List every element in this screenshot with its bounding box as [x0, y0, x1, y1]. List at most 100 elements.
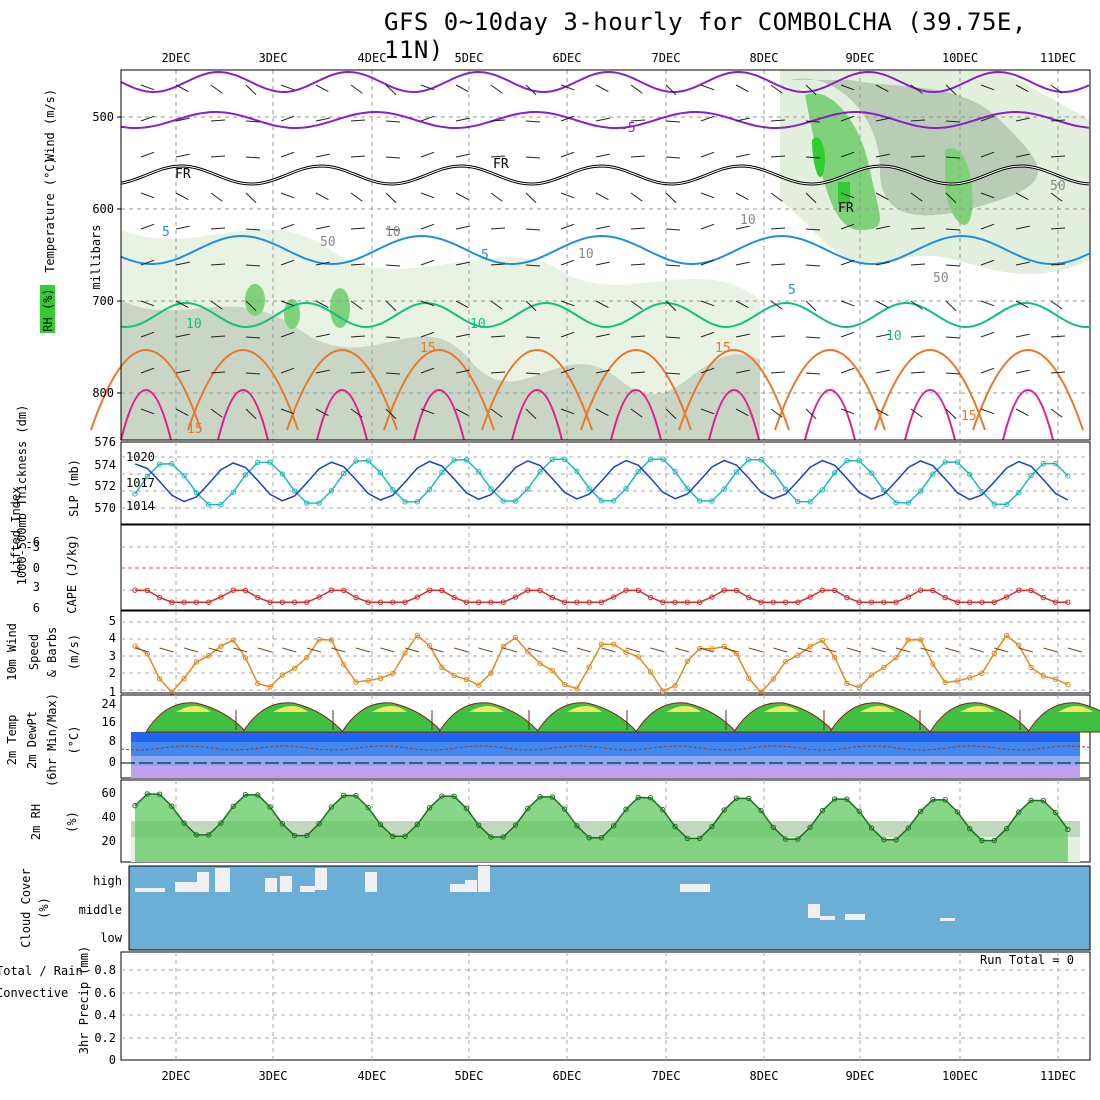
contour-label: 50 [933, 271, 949, 286]
wind10-speed-series [134, 634, 1069, 694]
wind10-barb [650, 647, 665, 653]
y-tick-label: 0 [109, 755, 116, 769]
cloud-bar [808, 904, 820, 918]
thickness-series-point [426, 486, 433, 493]
lifted-index-series-point [709, 594, 715, 600]
wind-barb [175, 84, 189, 93]
rh2m-series-point [807, 824, 813, 830]
wind-barb [1050, 408, 1063, 418]
wind-barb [280, 259, 295, 266]
wind-barb [420, 259, 435, 266]
rh2m-series-point [709, 823, 715, 830]
wind-barb [210, 227, 226, 230]
lifted-index-series-point [1065, 599, 1071, 605]
rh2m-series-point [942, 797, 948, 803]
wind-barb [700, 408, 715, 415]
wind10-axis-label-unit: (m/s) [67, 634, 81, 670]
wind10-barb [846, 647, 862, 653]
lifted-index-series-point [611, 594, 617, 600]
wind-barb [140, 223, 155, 230]
wind-barb [175, 369, 190, 374]
wind-barb [840, 84, 855, 91]
wind10-barb [282, 647, 297, 653]
wind-barb [840, 192, 855, 199]
wind10-speed-series-point [635, 654, 641, 660]
precip-axis-label-b: Convective [0, 986, 68, 1000]
wind-barb [350, 300, 363, 310]
wind-barb [525, 336, 541, 339]
rh2m-series-point [746, 795, 752, 802]
temp-contour-20 [708, 389, 760, 441]
y-tick-label: 0.6 [94, 986, 116, 1000]
wind10-speed-series-point [942, 679, 948, 686]
date-label-bottom: 5DEC [455, 1069, 484, 1083]
temp-max-fill [829, 702, 932, 733]
lifted-index-series-point [193, 599, 200, 605]
wind-barb [385, 372, 401, 375]
wind-barb [350, 227, 366, 230]
rh2m-series-point [242, 792, 249, 798]
temp-max-fill [242, 702, 345, 733]
wind-barb [560, 115, 575, 122]
wind-barb [665, 372, 681, 375]
lifted-index-series-point [181, 599, 187, 605]
temp2m-axis-label-c: (6hr Min/Max) [45, 693, 59, 787]
wind-barb [490, 408, 503, 418]
rh-area-wet2 [945, 148, 973, 225]
wind-barb [490, 300, 503, 310]
y-tick-label: 2 [109, 666, 116, 680]
wind-barb [490, 84, 503, 94]
lifted-index-series-point [807, 594, 813, 600]
rh2m-series-point [611, 823, 617, 829]
wind10-barb [552, 647, 567, 653]
date-label-top: 10DEC [942, 51, 978, 65]
wind-barb [210, 192, 223, 202]
y-tick-label: 6 [33, 601, 40, 615]
wind-barb [665, 408, 677, 420]
lifted-index-series-point [868, 599, 875, 605]
wind10-speed-series-point [353, 679, 359, 685]
wind-barb [280, 300, 295, 307]
wind-barb [665, 228, 681, 231]
thickness-series-point [660, 456, 666, 462]
lifted-index-series-point [660, 599, 666, 605]
wind10-speed-series-point [279, 672, 285, 678]
wind10-speed-series-point [684, 658, 691, 665]
thickness-series-point [758, 457, 764, 463]
rh2m-series-point [647, 795, 654, 801]
wind10-speed-series-point [917, 637, 924, 643]
wind-barb [630, 408, 643, 418]
wind-barb [735, 84, 749, 93]
thickness-series-point [476, 469, 482, 475]
thickness-series [134, 458, 1069, 506]
wind-barb [420, 151, 435, 158]
lifted-index-series-point [476, 599, 482, 605]
y-tick-label: 0.8 [94, 963, 116, 977]
rh2m-series-point [181, 820, 187, 826]
temp-hot-fill [567, 706, 602, 712]
lifted-index-series-point [414, 594, 421, 600]
precip-axis-label-c: 3hr Precip (mm) [77, 946, 91, 1054]
wind10-speed-series-point [807, 643, 813, 650]
wind-barb [350, 155, 366, 158]
y-tick-label: 8 [109, 734, 116, 748]
temp-max-fill [145, 702, 248, 733]
wind-barb [1050, 192, 1063, 202]
contour-label: FR [175, 167, 191, 182]
thickness-series-point [868, 470, 875, 476]
wind-barb [805, 156, 821, 159]
thickness-series-point [402, 499, 408, 505]
thickness-series-point [721, 486, 727, 492]
wind10-speed-series-point [586, 664, 592, 670]
wind-barb [350, 192, 363, 202]
wind-barb [630, 192, 643, 202]
wind-barb [280, 408, 295, 415]
wind-barb [595, 333, 610, 338]
wind-barb [140, 259, 155, 266]
temp-contour-5 [120, 234, 1090, 266]
rh2m-series-point [721, 807, 727, 813]
rh2m-series-point [512, 822, 519, 828]
wind10-speed-series-point [746, 675, 752, 681]
thickness-series-point [733, 469, 740, 475]
wind-barb [525, 228, 541, 231]
